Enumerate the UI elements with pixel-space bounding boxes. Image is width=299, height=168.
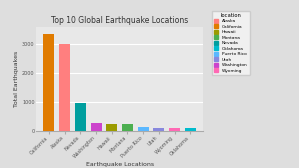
Y-axis label: Total Earthquakes: Total Earthquakes	[14, 51, 19, 107]
Bar	[153, 128, 164, 131]
Bar	[169, 128, 180, 131]
Bar	[106, 124, 117, 131]
Bar	[185, 128, 196, 131]
Bar	[91, 123, 102, 131]
Bar	[122, 124, 133, 131]
Bar	[43, 34, 54, 131]
Bar	[59, 44, 70, 131]
Title: Top 10 Global Earthquake Locations: Top 10 Global Earthquake Locations	[51, 16, 188, 25]
Bar	[138, 127, 149, 131]
X-axis label: Earthquake Locations: Earthquake Locations	[86, 162, 154, 167]
Bar	[75, 103, 86, 131]
Legend: Alaska, California, Hawaii, Montana, Nevada, Oklahoma, Puerto Rico, Utah, Washin: Alaska, California, Hawaii, Montana, Nev…	[211, 11, 250, 75]
